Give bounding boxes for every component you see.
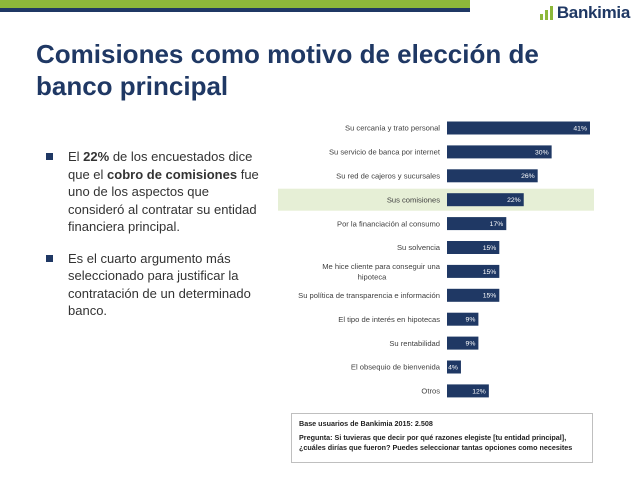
data-label: 12%: [472, 388, 486, 395]
navy-stripe: [0, 8, 470, 12]
category-label: El tipo de interés en hipotecas: [338, 315, 440, 324]
bar: [447, 336, 479, 350]
category-label: Me hice cliente para conseguir una hipote…: [322, 262, 441, 282]
green-stripe: [0, 0, 470, 8]
top-banner: Bankimia: [0, 0, 638, 22]
bar: [447, 193, 524, 207]
category-label: Su política de transparencia e informaci…: [298, 291, 440, 300]
bankimia-logo: Bankimia: [539, 2, 630, 24]
bar: [447, 169, 538, 183]
bullet-2-text: Es el cuarto argumento más seleccionado …: [68, 250, 251, 319]
logo-bars-icon: [539, 6, 553, 20]
data-label: 15%: [483, 293, 497, 300]
data-label: 15%: [483, 269, 497, 276]
survey-note: Base usuarios de Bankimia 2015: 2.508 Pr…: [291, 413, 593, 463]
bullet-square-icon: [46, 254, 53, 262]
data-label: 22%: [507, 197, 521, 204]
bar: [447, 241, 500, 254]
bullet-square-icon: [46, 153, 53, 160]
data-label: 17%: [490, 221, 504, 228]
title-line-2: banco principal: [36, 71, 229, 101]
bullet-list: El 22% de los encuestados dice que el co…: [46, 148, 266, 334]
slide-title: Comisiones como motivo de elección de ba…: [36, 38, 596, 102]
note-base: Base usuarios de Bankimia 2015: 2.508: [299, 419, 433, 428]
bar: [447, 217, 507, 231]
data-label: 9%: [466, 317, 476, 324]
bar: [447, 288, 500, 302]
title-line-1: Comisiones como motivo de elección de: [36, 39, 539, 69]
data-label: 4%: [448, 364, 458, 371]
data-label: 9%: [466, 341, 476, 348]
bullet-1-mid: de los encuestados dice que el: [68, 149, 253, 182]
category-label: Su rentabilidad: [389, 339, 440, 348]
category-label: Por la financiación al consumo: [337, 219, 440, 228]
data-label: 30%: [535, 149, 549, 156]
logo-text: Bankimia: [556, 3, 630, 22]
category-label: Su red de cajeros y sucursales: [336, 172, 440, 181]
bullet-1-pre: El: [68, 149, 84, 164]
bar: [447, 264, 500, 278]
bullet-1-pct: 22%: [83, 149, 110, 164]
bar: [447, 121, 590, 135]
bar: [447, 384, 489, 398]
bar: [447, 145, 552, 159]
data-label: 41%: [573, 125, 587, 132]
bullet-1-bold: cobro de comisiones: [107, 166, 238, 182]
category-label: Su servicio de banca por internet: [329, 148, 441, 157]
data-label: 26%: [521, 173, 535, 180]
bullet-2: Es el cuarto argumento más seleccionado …: [46, 250, 266, 320]
bar: [447, 312, 479, 326]
category-label: Su cercanía y trato personal: [345, 124, 440, 133]
category-label: El obsequio de bienvenida: [351, 363, 441, 372]
bar: [447, 360, 461, 374]
note-question: Pregunta: Si tuvieras que decir por qué …: [299, 432, 573, 453]
data-label: 15%: [483, 245, 497, 252]
bullet-1: El 22% de los encuestados dice que el co…: [46, 148, 266, 236]
bullet-1-post: fue uno de los aspectos que consideró al…: [68, 166, 259, 235]
category-label: Otros: [421, 387, 440, 396]
category-label: Su solvencia: [397, 243, 441, 252]
category-label: Sus comisiones: [387, 195, 440, 204]
